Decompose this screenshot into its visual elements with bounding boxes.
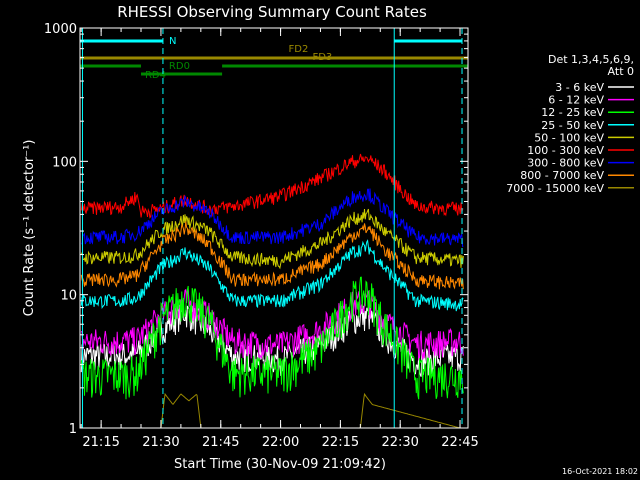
y-axis-label: Count Rate (s⁻¹ detector⁻¹) (22, 140, 37, 317)
legend-label: 3 - 6 keV (555, 81, 604, 94)
y-axis: 1 10 100 1000 (44, 22, 468, 437)
y-tick-label: 1 (69, 422, 77, 437)
chart-title: RHESSI Observing Summary Count Rates (117, 3, 427, 21)
legend-label: 800 - 7000 keV (520, 169, 604, 182)
series-lines (80, 153, 464, 429)
series-line-4 (80, 208, 464, 270)
flag-label-rd4: RD4 (145, 70, 166, 81)
x-tick-label: 22:30 (381, 435, 418, 450)
orbit-markers (82, 28, 463, 428)
legend-label: 300 - 800 keV (527, 157, 604, 170)
series-line-3 (80, 239, 464, 312)
y-tick-label: 1000 (44, 22, 77, 37)
plot-frame (79, 27, 469, 429)
legend-label: 100 - 300 keV (527, 144, 604, 157)
legend-header: Det 1,3,4,5,6,9, (548, 53, 634, 66)
legend-label: 12 - 25 keV (541, 106, 604, 119)
flag-label-fd2: FD2 (289, 44, 309, 55)
x-axis-label: Start Time (30-Nov-09 21:09:42) (174, 457, 386, 472)
x-tick-label: 22:15 (322, 435, 359, 450)
y-tick-label: 10 (60, 289, 77, 304)
flag-label-n: N (169, 36, 176, 47)
series-line-6 (81, 188, 464, 248)
legend-header: Att 0 (608, 65, 634, 78)
legend-label: 6 - 12 keV (548, 94, 604, 107)
x-tick-label: 22:45 (441, 435, 478, 450)
legend-label: 7000 - 15000 keV (506, 182, 604, 195)
flag-label-rd0: RD0 (169, 61, 190, 72)
x-axis: 21:15 21:30 21:45 22:00 22:15 22:30 22:45 (80, 28, 479, 450)
x-tick-label: 21:30 (142, 435, 179, 450)
generated-timestamp: 16-Oct-2021 18:02 (562, 467, 638, 476)
series-line-7 (80, 221, 464, 290)
flag-label-fd3: FD3 (312, 52, 332, 63)
series-line-5 (80, 153, 464, 219)
series-line-1 (80, 288, 464, 361)
x-tick-label: 22:00 (262, 435, 299, 450)
y-tick-label: 100 (52, 155, 77, 170)
series-line-8 (81, 392, 464, 429)
x-tick-label: 21:15 (82, 435, 119, 450)
x-tick-label: 21:45 (202, 435, 239, 450)
series-line-2 (80, 276, 464, 400)
legend-label: 50 - 100 keV (534, 131, 604, 144)
legend-label: 25 - 50 keV (541, 119, 604, 132)
